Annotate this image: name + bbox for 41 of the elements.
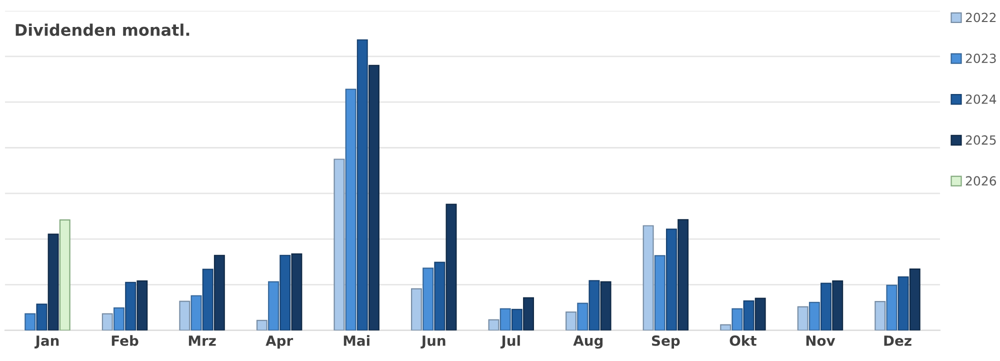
bar bbox=[797, 306, 808, 330]
bar bbox=[102, 313, 113, 330]
bar bbox=[345, 88, 356, 330]
x-tick-label: Dez bbox=[884, 336, 912, 346]
bar bbox=[190, 295, 202, 330]
legend-label: 2025 bbox=[966, 135, 996, 145]
x-tick-label: Jun bbox=[420, 336, 446, 349]
bar bbox=[268, 281, 280, 330]
x-tick-label: Jan bbox=[34, 336, 59, 349]
x-tick-label: Mai bbox=[344, 335, 370, 346]
bar bbox=[654, 255, 666, 330]
bar bbox=[732, 308, 743, 330]
bar bbox=[59, 219, 70, 330]
x-tick-label: Feb bbox=[112, 335, 138, 346]
bar bbox=[410, 288, 422, 330]
bar bbox=[113, 307, 124, 330]
bar bbox=[179, 300, 190, 330]
x-tick-label: Nov bbox=[806, 336, 836, 346]
legend-label: 2024 bbox=[966, 94, 996, 104]
x-tick-label: Sep bbox=[652, 335, 680, 349]
bar bbox=[334, 158, 345, 330]
bar bbox=[422, 268, 434, 330]
bar bbox=[720, 324, 732, 330]
x-tick-label: Jul bbox=[500, 335, 520, 349]
x-tick-label: Mrz bbox=[188, 336, 216, 346]
bar bbox=[488, 319, 500, 330]
bar bbox=[642, 225, 654, 330]
legend-label: 2023 bbox=[966, 54, 996, 64]
bar bbox=[577, 302, 588, 330]
legend-label: 2022 bbox=[966, 12, 996, 22]
bar bbox=[874, 301, 886, 330]
bar bbox=[886, 284, 898, 330]
x-tick-label: Aug bbox=[573, 335, 603, 349]
chart-title: Dividenden monatl. bbox=[16, 24, 190, 36]
bar bbox=[500, 308, 511, 330]
bar bbox=[566, 311, 577, 330]
legend-label: 2026 bbox=[966, 176, 996, 186]
x-tick-label: Okt bbox=[730, 335, 756, 346]
bar bbox=[256, 320, 268, 330]
x-tick-label: Apr bbox=[266, 336, 294, 349]
bar bbox=[808, 302, 820, 330]
